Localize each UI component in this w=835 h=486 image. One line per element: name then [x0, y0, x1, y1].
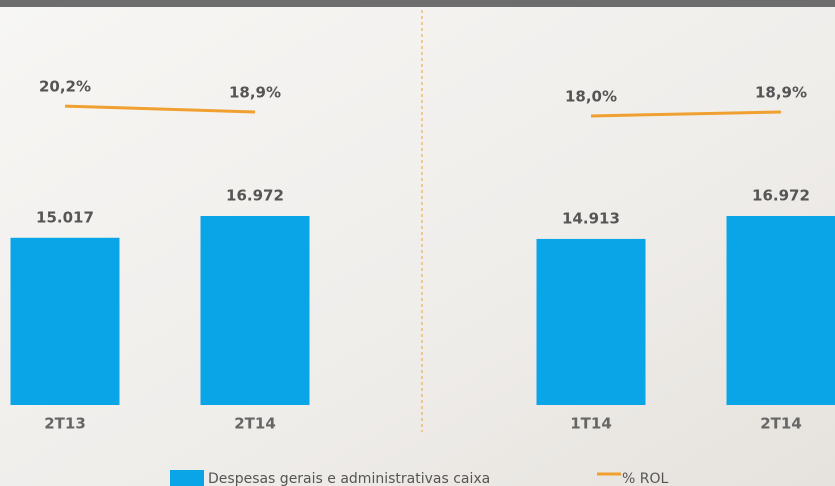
bar-value-label: 14.913	[562, 209, 620, 227]
x-tick-label: 2T14	[234, 415, 276, 433]
line-value-label: 18,9%	[229, 83, 281, 101]
x-tick-label: 2T13	[44, 415, 86, 433]
line	[590, 110, 782, 118]
bar	[10, 237, 120, 405]
bar	[536, 238, 646, 405]
x-tick-label: 2T14	[760, 415, 802, 433]
bar	[726, 216, 835, 405]
bar	[200, 216, 310, 405]
bar-value-label: 16.972	[226, 187, 284, 205]
legend-label: Despesas gerais e administrativas caixa	[208, 471, 490, 486]
legend-label: % ROL	[622, 471, 669, 486]
top-bar	[0, 0, 835, 7]
legend-swatch	[170, 470, 204, 486]
line-value-label: 18,0%	[565, 88, 617, 106]
x-tick-label: 1T14	[570, 415, 612, 433]
bar-value-label: 15.017	[36, 208, 94, 226]
line-value-label: 18,9%	[755, 83, 807, 101]
line-value-label: 20,2%	[39, 78, 91, 96]
bar-value-label: 16.972	[752, 187, 810, 205]
line	[64, 104, 256, 114]
